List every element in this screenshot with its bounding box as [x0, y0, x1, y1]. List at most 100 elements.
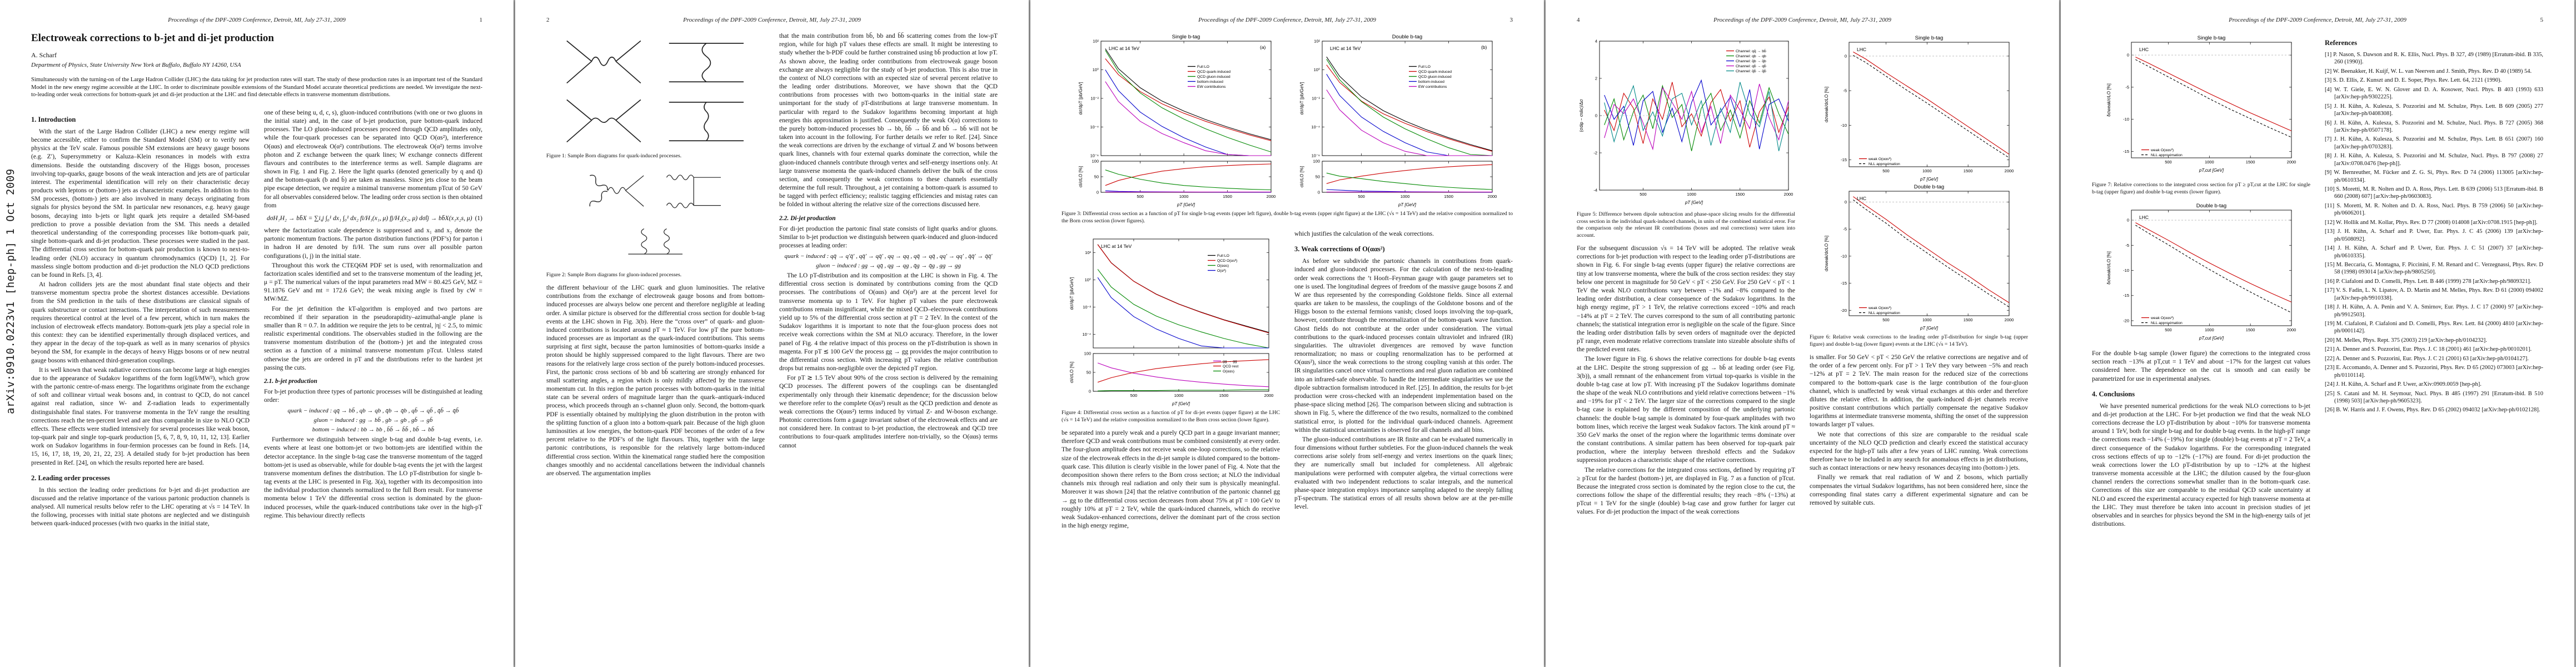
reference-item: [24] J. H. Kühn, A. Scharf and P. Uwer, …	[2325, 381, 2482, 388]
feynman-diagram-gg-t-channel	[666, 174, 721, 208]
svg-text:dσ/dpT [pb/GeV]: dσ/dpT [pb/GeV]	[1299, 82, 1304, 115]
svg-text:dσ/dpT [pb/GeV]: dσ/dpT [pb/GeV]	[1069, 277, 1074, 310]
reference-item: [12] W. Hollik and M. Kollar, Phys. Rev.…	[2325, 219, 2538, 226]
svg-text:0: 0	[2126, 218, 2129, 223]
svg-text:500: 500	[1358, 194, 1365, 199]
svg-text:0: 0	[1844, 200, 1846, 205]
svg-text:-10: -10	[2123, 268, 2129, 273]
svg-text:(σdip − σslic)/Δσ: (σdip − σslic)/Δσ	[1579, 99, 1584, 132]
svg-text:50: 50	[1316, 175, 1320, 180]
svg-text:weak O(ααs²): weak O(ααs²)	[2150, 148, 2174, 152]
reference-item: [5] J. H. Kühn, A. Kulesza, S. Pozzorini…	[2325, 103, 2543, 117]
column-left: 10² 10⁰ 10⁻² 10⁻⁴ dσ/dpT [pb/GeV] LHC at 14 T…	[1062, 230, 1280, 531]
section-heading: 2. Leading order processes	[31, 474, 110, 482]
paragraph: The lower figure in Fig. 6 shows the rel…	[1577, 356, 1795, 464]
svg-text:O(ααs): O(ααs)	[1223, 370, 1234, 374]
svg-text:-15: -15	[1841, 157, 1847, 162]
svg-text:Channel: qq̄ → bb̄: Channel: qq̄ → bb̄	[1736, 49, 1766, 53]
svg-text:100: 100	[1092, 159, 1099, 164]
paragraph: which justifies the calculation of the w…	[1294, 231, 1434, 238]
paragraph: As before we subdivide the partonic chan…	[1294, 258, 1513, 434]
svg-text:Double b-tag: Double b-tag	[2196, 203, 2226, 209]
fig6-lower-chart: 500 1000 1500 2000 0 -5 -10 -15 -20 Double b-tag p…	[1824, 184, 2014, 331]
svg-text:gg → gg: gg → gg	[1223, 360, 1237, 364]
svg-text:1500: 1500	[1223, 194, 1232, 199]
figure-3b: 10² 10⁰ 10⁻² 10⁻⁴ 10⁻⁶ Double b-tag dσ/dpT [pb…	[1298, 32, 1498, 208]
figure-2-caption: Figure 2: Sample Born diagrams for gluon…	[546, 271, 682, 278]
figure-7-upper: 500 1000 1500 2000 0 -5 -10 -15 Single b-tag pT,c…	[2092, 33, 2310, 176]
svg-text:LHC: LHC	[2139, 215, 2149, 220]
svg-text:2000: 2000	[1264, 393, 1273, 398]
svg-text:100: 100	[1084, 351, 1091, 356]
svg-text:1500: 1500	[1963, 168, 1972, 173]
figure-1-caption: Figure 1: Sample Born diagrams for quark…	[546, 153, 682, 159]
svg-text:10²: 10²	[1093, 39, 1099, 44]
svg-text:dσweak/dσLO [%]: dσweak/dσLO [%]	[1824, 236, 1829, 271]
page-header: Proceedings of the DPF-2009 Conference, …	[1062, 17, 1513, 23]
reference-item: [20] M. Melles, Phys. Rept. 375 (2003) 2…	[2325, 337, 2487, 344]
svg-text:Full LO: Full LO	[1197, 65, 1209, 69]
column-right: 500 1000 1500 2000 0 -5 -10 -15 Single b-tag pT […	[1810, 32, 2028, 518]
svg-text:2000: 2000	[1488, 194, 1497, 199]
svg-text:bottom-induced: bottom-induced	[1418, 80, 1444, 84]
feynman-diagram-grid	[546, 33, 765, 150]
svg-text:10⁻²: 10⁻²	[1090, 96, 1099, 101]
paper-title: Electroweak corrections to b-jet and di-…	[31, 32, 274, 44]
figure-7-lower: 500 1000 1500 2000 0 -5 -10 -15 -20 Double b-tag p…	[2092, 201, 2310, 344]
fig3a-main-chart: 10² 10⁰ 10⁻² 10⁻⁴ 10⁻⁶ Single b-tag dσ/dpT [pb…	[1078, 34, 1272, 158]
svg-text:0: 0	[1844, 53, 1846, 58]
fig3b-main-chart: 10² 10⁰ 10⁻² 10⁻⁴ 10⁻⁶ Double b-tag dσ/dpT [pb…	[1299, 34, 1493, 158]
reference-list: [1] P. Nason, S. Dawson and R. K. Ellis,…	[2325, 51, 2543, 414]
figure-4-caption: Figure 4: Differential cross section as …	[1062, 410, 1280, 423]
page-header: Proceedings of the DPF-2009 Conference, …	[2092, 17, 2543, 23]
reference-item: [1] P. Nason, S. Dawson and R. K. Ellis,…	[2325, 52, 2543, 66]
paragraph: In this section the leading order predic…	[31, 486, 250, 527]
reference-item: [23] E. Accomando, A. Denner and S. Pozz…	[2325, 365, 2543, 379]
svg-text:EW contributions: EW contributions	[1197, 85, 1226, 89]
page-1: Proceedings of the DPF-2009 Conference, …	[0, 0, 514, 667]
svg-text:-15: -15	[2123, 293, 2129, 298]
svg-text:pT [GeV]: pT [GeV]	[1171, 401, 1190, 406]
feynman-diagram-t-channel-ew	[669, 102, 744, 142]
svg-text:-4: -4	[1593, 188, 1597, 193]
paragraph: The LO pT-distribution and its compositi…	[779, 272, 998, 372]
column-right: that the main contribution from bb̄, bb …	[779, 32, 998, 479]
svg-text:1500: 1500	[2245, 160, 2255, 165]
svg-text:(a): (a)	[1260, 44, 1266, 50]
paragraph: We note that corrections of this size ar…	[1810, 431, 2028, 472]
svg-text:2000: 2000	[2286, 327, 2296, 332]
svg-text:1500: 1500	[1444, 194, 1453, 199]
svg-text:pT [GeV]: pT [GeV]	[1919, 177, 1938, 182]
svg-text:Channel: qb̄ → qb̄: Channel: qb̄ → qb̄	[1736, 64, 1766, 68]
svg-text:O(α²): O(α²)	[1217, 269, 1226, 273]
feynman-diagram-bg-scattering	[627, 228, 682, 255]
reference-item: [6] J. H. Kühn, A. Kulesza, S. Pozzorini…	[2325, 120, 2543, 133]
svg-text:-20: -20	[2123, 318, 2129, 323]
fig4-ratio-chart: 500 1000 1500 2000 0 50 100 pT [GeV] σi/σLO [%] g…	[1069, 351, 1273, 406]
svg-text:1000: 1000	[1922, 168, 1931, 173]
subsection-heading: 2.2. Di-jet production	[779, 215, 836, 222]
page-3: Proceedings of the DPF-2009 Conference, …	[1030, 0, 1544, 667]
svg-text:Channel: q̄b → q̄b: Channel: q̄b → q̄b	[1736, 59, 1766, 63]
paragraph: The relative corrections for the integra…	[1577, 466, 1795, 516]
svg-text:100: 100	[1313, 159, 1320, 164]
fig7-upper-chart: 500 1000 1500 2000 0 -5 -10 -15 Single b-tag pT,c…	[2106, 35, 2296, 173]
paragraph: be separated into a purely weak and a pu…	[1062, 430, 1280, 530]
header-proceedings: Proceedings of the DPF-2009 Conference, …	[2229, 17, 2406, 23]
fig6-upper-chart: 500 1000 1500 2000 0 -5 -10 -15 Single b-tag pT […	[1824, 35, 2014, 182]
svg-text:LHC at 14 TeV: LHC at 14 TeV	[1330, 46, 1361, 51]
figure-2: Figure 2: Sample Born diagrams for gluon…	[546, 166, 765, 279]
svg-text:10⁰: 10⁰	[1084, 277, 1090, 282]
svg-text:weak O(ααs²): weak O(ααs²)	[2150, 316, 2174, 320]
svg-text:pT [GeV]: pT [GeV]	[1919, 326, 1938, 331]
page-2: 2 Proceedings of the DPF-2009 Conference…	[515, 0, 1029, 667]
paragraph: For the subsequent discussion √s = 14 Te…	[1577, 245, 1795, 354]
svg-text:-5: -5	[1843, 227, 1847, 232]
column-right: References [1] P. Nason, S. Dawson and R…	[2325, 32, 2543, 530]
svg-text:10⁰: 10⁰	[1314, 67, 1320, 72]
paragraph: Throughout this work the CTEQ6M PDF set …	[264, 262, 482, 303]
reference-item: [4] W. T. Giele, E. W. N. Glover and D. …	[2325, 86, 2543, 101]
svg-text:10⁻⁶: 10⁻⁶	[1312, 153, 1320, 158]
column-right: one of these being u, d, c, s), gluon-in…	[264, 109, 482, 530]
